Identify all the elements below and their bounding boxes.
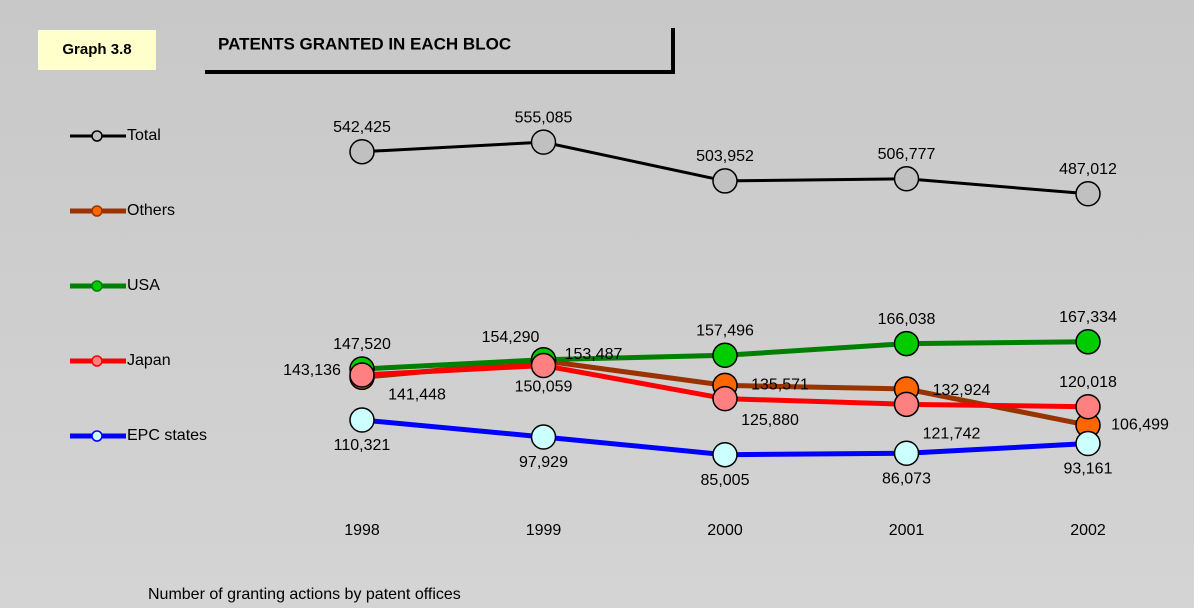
- data-label: 506,777: [878, 146, 936, 163]
- marker: [530, 424, 557, 450]
- marker: [893, 330, 920, 357]
- x-tick-label: 1999: [526, 522, 562, 539]
- legend-marker: [91, 130, 103, 142]
- data-label: 110,321: [334, 437, 391, 454]
- legend-label: EPC states: [127, 427, 207, 444]
- data-label: 555,085: [515, 109, 573, 126]
- chart-title: PATENTS GRANTED IN EACH BLOC: [218, 34, 511, 53]
- marker: [712, 168, 738, 194]
- data-label: 132,924: [933, 382, 991, 399]
- data-label: 143,136: [283, 362, 341, 379]
- data-label: 106,499: [1111, 416, 1169, 433]
- data-label: 167,334: [1059, 309, 1117, 326]
- data-label: 166,038: [878, 311, 936, 328]
- data-label: 542,425: [333, 119, 391, 136]
- legend-label: Japan: [127, 352, 171, 369]
- data-label: 97,929: [519, 454, 568, 471]
- marker: [1075, 181, 1101, 207]
- footnote: Number of granting actions by patent off…: [148, 586, 461, 603]
- x-tick-label: 2002: [1070, 522, 1106, 539]
- marker: [712, 342, 738, 369]
- marker: [349, 138, 375, 165]
- legend-label: USA: [127, 277, 160, 294]
- marker: [893, 391, 920, 418]
- data-label: 93,161: [1064, 461, 1113, 478]
- data-label: 86,073: [882, 470, 931, 487]
- data-label: 147,520: [333, 336, 391, 353]
- x-tick-label: 2000: [707, 522, 743, 539]
- data-label: 135,571: [751, 377, 809, 394]
- data-label: 141,448: [388, 387, 446, 404]
- marker: [1075, 329, 1101, 355]
- data-label: 120,018: [1059, 374, 1117, 391]
- marker: [1075, 430, 1101, 457]
- marker: [712, 385, 738, 412]
- legend-marker: [91, 355, 103, 367]
- x-tick-label: 1998: [344, 522, 380, 539]
- badge-box: [38, 30, 156, 70]
- marker: [1075, 393, 1101, 420]
- data-label: 150,059: [515, 379, 573, 396]
- badge: Graph 3.8: [62, 41, 131, 58]
- x-tick-label: 2001: [889, 522, 925, 539]
- data-label: 487,012: [1059, 161, 1117, 178]
- legend-label: Total: [127, 127, 161, 144]
- marker: [349, 362, 375, 388]
- data-label: 125,880: [741, 412, 799, 429]
- data-label: 154,290: [482, 329, 540, 346]
- marker: [893, 440, 920, 466]
- legend-marker: [91, 430, 103, 442]
- data-label: 85,005: [701, 472, 750, 489]
- data-label: 503,952: [696, 148, 754, 165]
- marker: [712, 441, 738, 468]
- legend-marker: [91, 205, 103, 217]
- legend-marker: [91, 280, 103, 292]
- legend-label: Others: [127, 202, 175, 219]
- marker: [530, 352, 557, 379]
- data-label: 157,496: [696, 323, 754, 340]
- data-label: 153,487: [565, 346, 623, 363]
- data-label: 121,742: [923, 426, 981, 443]
- marker: [893, 166, 920, 192]
- marker: [530, 129, 557, 155]
- marker: [349, 407, 375, 433]
